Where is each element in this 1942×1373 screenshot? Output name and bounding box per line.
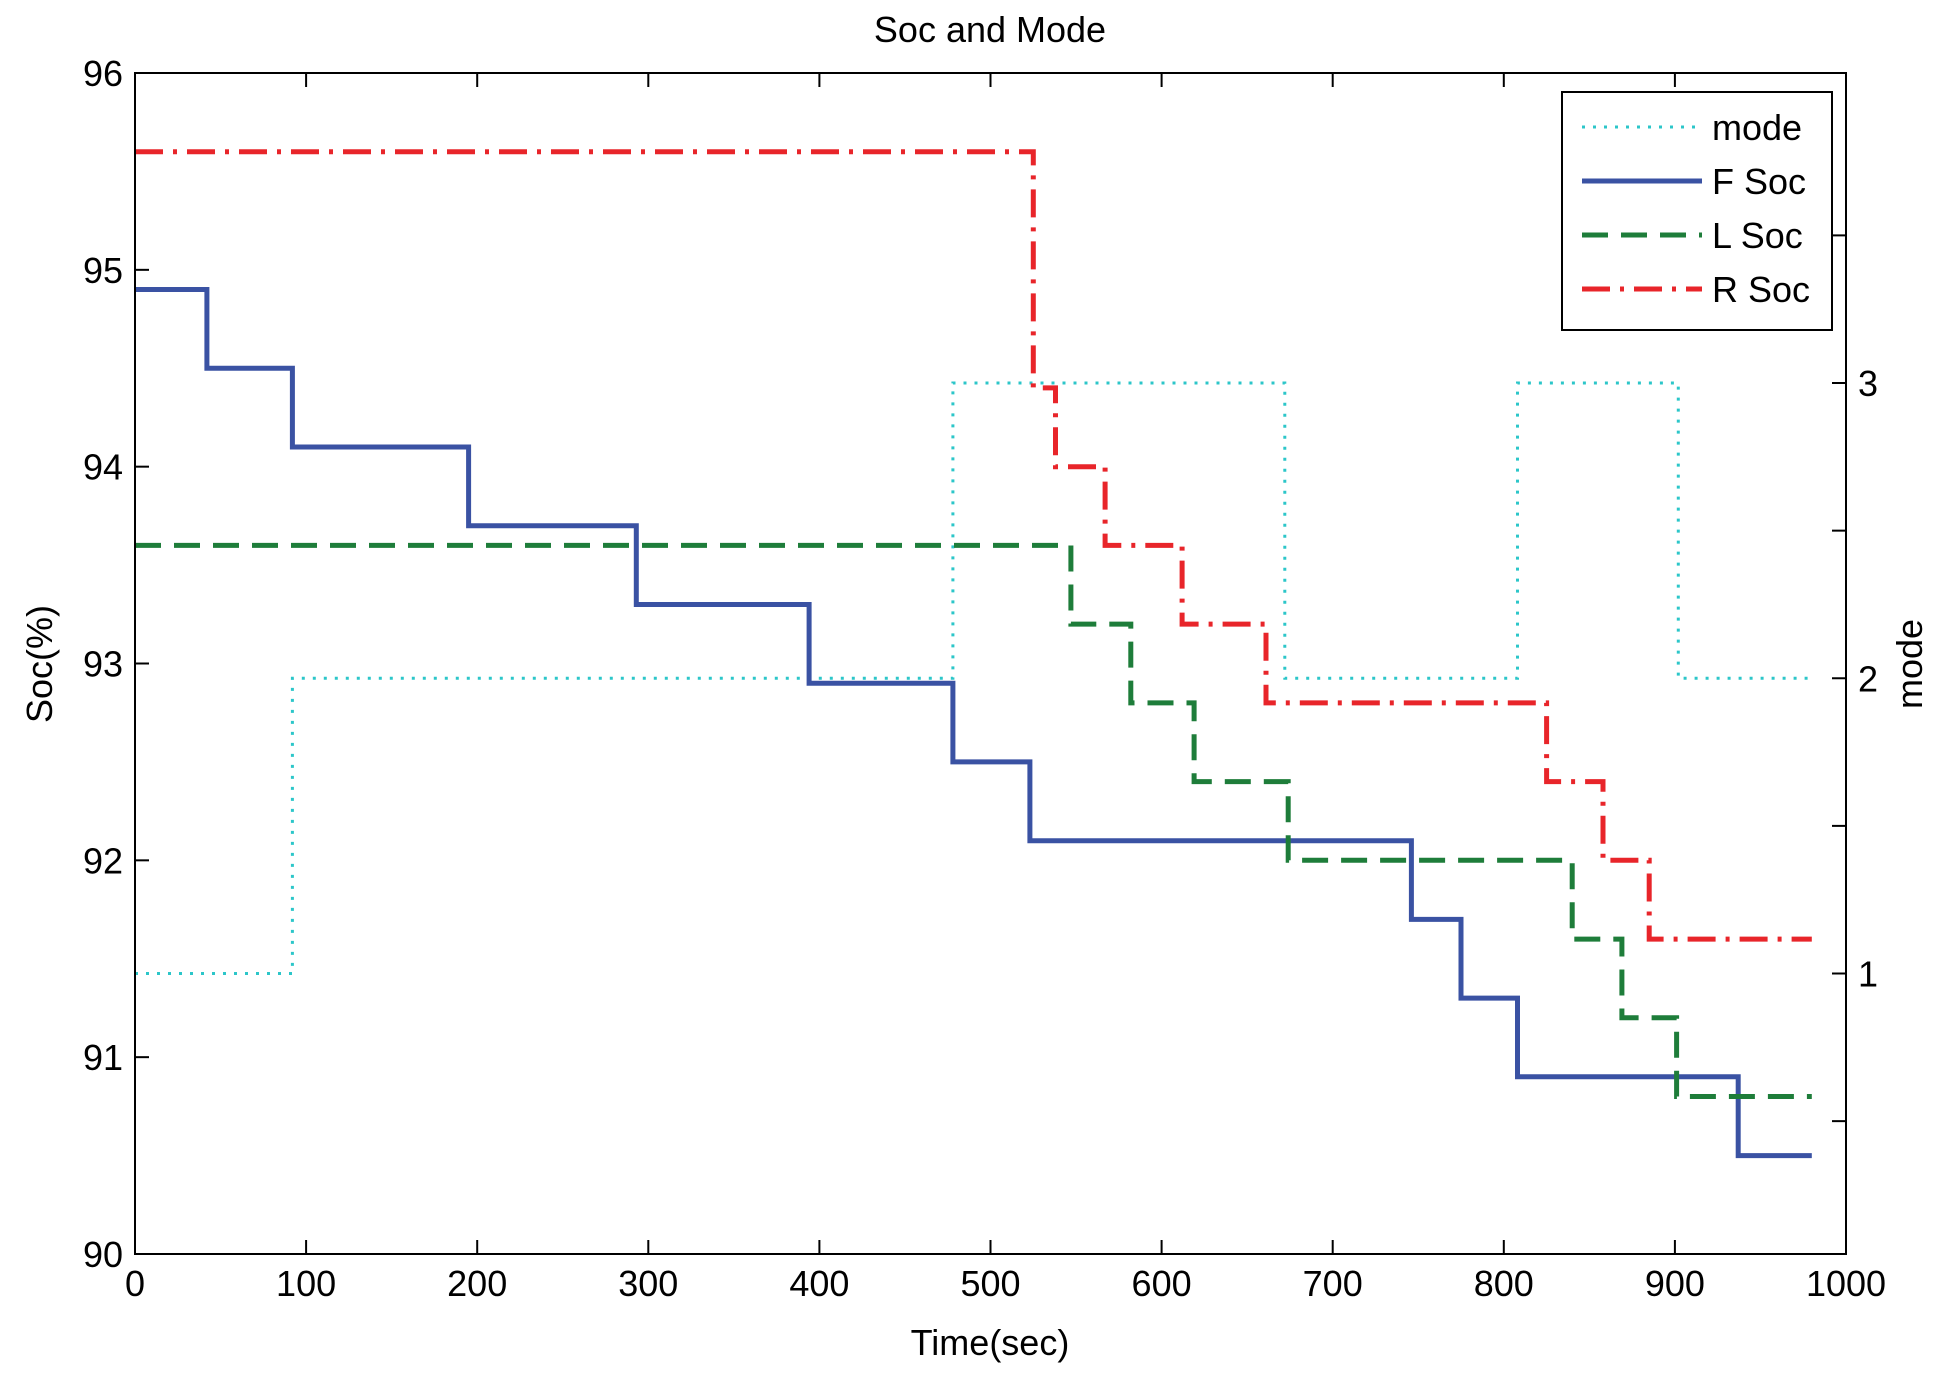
legend-label: R Soc [1712, 269, 1810, 310]
y-tick-label: 92 [83, 840, 123, 881]
x-tick-label: 600 [1132, 1263, 1192, 1304]
legend-label: L Soc [1712, 215, 1803, 256]
x-tick-label: 800 [1474, 1263, 1534, 1304]
x-axis-label: Time(sec) [911, 1322, 1070, 1363]
plot-area-frame [134, 72, 1847, 1255]
series-line-l-soc [135, 542, 1812, 1099]
y-tick-label: 94 [83, 447, 123, 488]
y-tick-label: 96 [83, 53, 123, 94]
y-tick-label: 91 [83, 1037, 123, 1078]
x-tick-label: 400 [789, 1263, 849, 1304]
legend-label: mode [1712, 107, 1802, 148]
y-axis-label: Soc(%) [19, 605, 60, 723]
x-tick-label: 300 [618, 1263, 678, 1304]
x-tick-label: 500 [960, 1263, 1020, 1304]
y-tick-label: 95 [83, 250, 123, 291]
legend: mode F Soc L Soc R Soc [1561, 91, 1833, 331]
series-line-mode [135, 381, 1812, 975]
series-line-r-soc [135, 149, 1812, 942]
y2-axis-label: mode [1889, 619, 1930, 709]
x-tick-label: 700 [1303, 1263, 1363, 1304]
y2-tick-label: 1 [1858, 954, 1878, 995]
y2-tick-label: 3 [1858, 363, 1878, 404]
y-tick-label: 90 [83, 1234, 123, 1275]
series-line-f-soc [135, 287, 1812, 1159]
x-tick-label: 200 [447, 1263, 507, 1304]
x-tick-label: 100 [276, 1263, 336, 1304]
plot-series [135, 149, 1812, 1159]
x-tick-label: 900 [1645, 1263, 1705, 1304]
chart-title: Soc and Mode [874, 9, 1106, 50]
legend-label: F Soc [1712, 161, 1806, 202]
axis-ticks: 0 100 200 300 400 500 600 700 800 900 1000 90 91 92 93… [83, 53, 1886, 1304]
x-tick-label: 0 [125, 1263, 145, 1304]
x-tick-label: 1000 [1806, 1263, 1886, 1304]
y2-tick-label: 2 [1858, 658, 1878, 699]
y-tick-label: 93 [83, 644, 123, 685]
